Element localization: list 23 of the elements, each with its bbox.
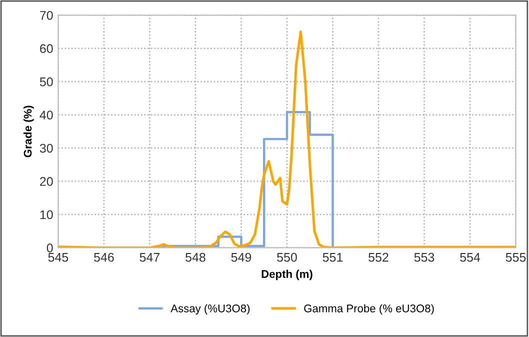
x-tick-label: 546: [94, 252, 114, 262]
x-axis-title: Depth (m): [262, 270, 312, 280]
y-tick-label: 20: [40, 177, 53, 186]
y-tick-label: 70: [40, 10, 53, 20]
y-tick-label: 0: [46, 243, 53, 252]
legend-label: Assay (%U3O8): [170, 304, 250, 315]
y-tick-label: 50: [40, 77, 53, 86]
y-axis-title: Grade (%): [24, 106, 34, 158]
x-tick-label: 551: [322, 253, 343, 262]
y-tick-label: 40: [40, 110, 53, 120]
x-tick-label: 553: [414, 252, 434, 262]
x-tick-label: 552: [368, 252, 388, 262]
x-tick-label: 549: [231, 252, 252, 262]
y-tick-label: 10: [40, 210, 53, 220]
x-tick-label: 554: [460, 253, 480, 262]
x-tick-label: 555: [506, 253, 526, 262]
x-tick-label: 550: [277, 252, 297, 262]
x-tick-label: 545: [48, 253, 68, 262]
legend-label: Gamma Probe (% eU3O8): [304, 304, 434, 315]
x-tick-label: 547: [140, 253, 160, 262]
y-tick-label: 60: [40, 44, 53, 54]
x-tick-label: 548: [186, 252, 206, 262]
y-tick-label: 30: [40, 144, 53, 153]
